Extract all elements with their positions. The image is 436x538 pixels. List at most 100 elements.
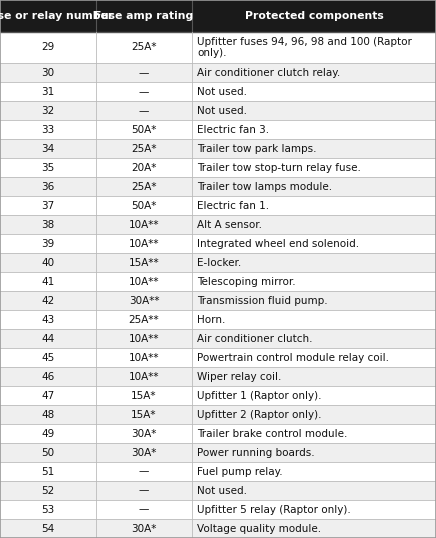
- Text: 10A**: 10A**: [129, 277, 159, 287]
- Bar: [0, 158, 436, 177]
- Bar: [0, 82, 436, 101]
- Text: 33: 33: [41, 125, 54, 134]
- Bar: [0, 215, 436, 234]
- Bar: [0, 386, 436, 405]
- Bar: [0, 500, 436, 519]
- Text: 32: 32: [41, 106, 54, 116]
- Text: E-locker.: E-locker.: [197, 258, 241, 268]
- Text: 15A**: 15A**: [129, 258, 159, 268]
- Text: —: —: [139, 106, 149, 116]
- Text: Integrated wheel end solenoid.: Integrated wheel end solenoid.: [197, 239, 359, 249]
- Text: 30A**: 30A**: [129, 296, 159, 306]
- Text: 20A*: 20A*: [131, 162, 157, 173]
- Text: 30A*: 30A*: [131, 448, 157, 457]
- Text: Power running boards.: Power running boards.: [197, 448, 315, 457]
- Text: 49: 49: [41, 429, 54, 438]
- Text: 50A*: 50A*: [131, 201, 157, 211]
- Text: Trailer brake control module.: Trailer brake control module.: [197, 429, 347, 438]
- Text: —: —: [139, 466, 149, 477]
- Text: 45: 45: [41, 352, 54, 363]
- Text: 15A*: 15A*: [131, 391, 157, 401]
- Bar: [0, 348, 436, 367]
- Text: 10A**: 10A**: [129, 372, 159, 381]
- Text: Upfitter 1 (Raptor only).: Upfitter 1 (Raptor only).: [197, 391, 321, 401]
- Bar: [0, 0, 436, 32]
- Bar: [0, 196, 436, 215]
- Bar: [0, 139, 436, 158]
- Text: Transmission fluid pump.: Transmission fluid pump.: [197, 296, 327, 306]
- Text: 36: 36: [41, 182, 54, 192]
- Text: 30A*: 30A*: [131, 523, 157, 534]
- Text: —: —: [139, 505, 149, 514]
- Text: 44: 44: [41, 334, 54, 344]
- Text: 46: 46: [41, 372, 54, 381]
- Text: 30: 30: [41, 68, 54, 78]
- Text: 25A*: 25A*: [131, 43, 157, 53]
- Text: 54: 54: [41, 523, 54, 534]
- Text: Trailer tow lamps module.: Trailer tow lamps module.: [197, 182, 332, 192]
- Bar: [0, 272, 436, 291]
- Text: 25A*: 25A*: [131, 144, 157, 154]
- Text: 41: 41: [41, 277, 54, 287]
- Bar: [0, 329, 436, 348]
- Bar: [0, 291, 436, 310]
- Text: Alt A sensor.: Alt A sensor.: [197, 220, 262, 230]
- Text: Trailer tow park lamps.: Trailer tow park lamps.: [197, 144, 317, 154]
- Text: Not used.: Not used.: [197, 106, 247, 116]
- Text: 31: 31: [41, 87, 54, 97]
- Text: Upfitter fuses 94, 96, 98 and 100 (Raptor
only).: Upfitter fuses 94, 96, 98 and 100 (Rapto…: [197, 37, 412, 58]
- Text: 47: 47: [41, 391, 54, 401]
- Bar: [0, 481, 436, 500]
- Text: Air conditioner clutch.: Air conditioner clutch.: [197, 334, 313, 344]
- Bar: [0, 101, 436, 121]
- Text: 42: 42: [41, 296, 54, 306]
- Text: 50: 50: [41, 448, 54, 457]
- Text: 37: 37: [41, 201, 54, 211]
- Text: Upfitter 5 relay (Raptor only).: Upfitter 5 relay (Raptor only).: [197, 505, 351, 514]
- Text: Not used.: Not used.: [197, 485, 247, 495]
- Text: —: —: [139, 68, 149, 78]
- Text: Not used.: Not used.: [197, 87, 247, 97]
- Text: 52: 52: [41, 485, 54, 495]
- Text: Upfitter 2 (Raptor only).: Upfitter 2 (Raptor only).: [197, 409, 321, 420]
- Text: 10A**: 10A**: [129, 334, 159, 344]
- Text: Powertrain control module relay coil.: Powertrain control module relay coil.: [197, 352, 389, 363]
- Bar: [0, 367, 436, 386]
- Text: —: —: [139, 87, 149, 97]
- Bar: [0, 177, 436, 196]
- Text: Trailer tow stop-turn relay fuse.: Trailer tow stop-turn relay fuse.: [197, 162, 361, 173]
- Text: 15A*: 15A*: [131, 409, 157, 420]
- Text: Horn.: Horn.: [197, 315, 225, 324]
- Text: Telescoping mirror.: Telescoping mirror.: [197, 277, 296, 287]
- Text: 29: 29: [41, 43, 54, 53]
- Text: 43: 43: [41, 315, 54, 324]
- Text: Voltage quality module.: Voltage quality module.: [197, 523, 321, 534]
- Text: 30A*: 30A*: [131, 429, 157, 438]
- Bar: [0, 310, 436, 329]
- Bar: [0, 462, 436, 481]
- Text: Air conditioner clutch relay.: Air conditioner clutch relay.: [197, 68, 340, 78]
- Bar: [0, 405, 436, 424]
- Bar: [0, 63, 436, 82]
- Text: 40: 40: [41, 258, 54, 268]
- Text: 48: 48: [41, 409, 54, 420]
- Text: 51: 51: [41, 466, 54, 477]
- Bar: [0, 253, 436, 272]
- Text: 34: 34: [41, 144, 54, 154]
- Text: 25A*: 25A*: [131, 182, 157, 192]
- Text: 35: 35: [41, 162, 54, 173]
- Text: Fuel pump relay.: Fuel pump relay.: [197, 466, 283, 477]
- Text: 39: 39: [41, 239, 54, 249]
- Bar: [0, 443, 436, 462]
- Text: 50A*: 50A*: [131, 125, 157, 134]
- Text: Electric fan 3.: Electric fan 3.: [197, 125, 269, 134]
- Bar: [0, 121, 436, 139]
- Text: Fuse amp rating: Fuse amp rating: [94, 11, 194, 21]
- Text: —: —: [139, 485, 149, 495]
- Bar: [0, 32, 436, 63]
- Text: 38: 38: [41, 220, 54, 230]
- Bar: [0, 424, 436, 443]
- Text: Electric fan 1.: Electric fan 1.: [197, 201, 269, 211]
- Text: 53: 53: [41, 505, 54, 514]
- Text: 10A**: 10A**: [129, 220, 159, 230]
